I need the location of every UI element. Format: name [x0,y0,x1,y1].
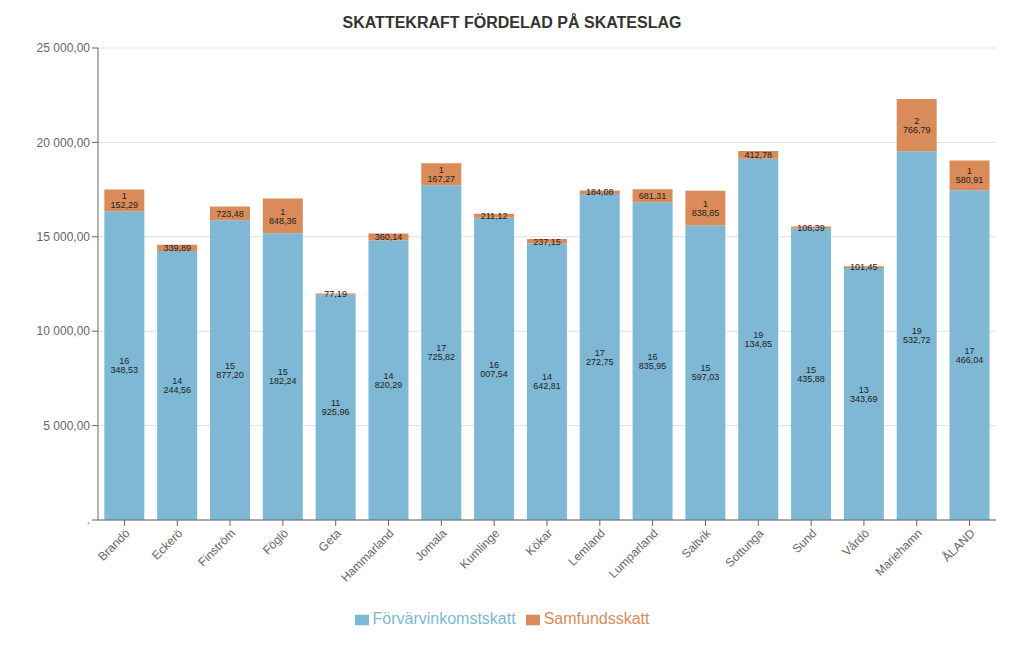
svg-text:15 000,00: 15 000,00 [37,230,91,244]
svg-text:Finström: Finström [195,526,238,569]
svg-text:16835,95: 16835,95 [639,352,667,371]
svg-text:Lemland: Lemland [566,526,608,568]
svg-text:19134,85: 19134,85 [744,330,772,349]
svg-text:20 000,00: 20 000,00 [37,136,91,150]
svg-text:Brandö: Brandö [95,526,132,563]
svg-text:14244,56: 14244,56 [163,376,191,395]
svg-text:723,48: 723,48 [216,209,244,219]
svg-text:77,19: 77,19 [324,289,347,299]
html-text:Samfundsskatt: Samfundsskatt [543,610,650,627]
svg-text:1152,29: 1152,29 [111,191,139,210]
svg-text:17725,82: 17725,82 [428,343,456,362]
svg-text:2766,79: 2766,79 [903,116,931,135]
svg-text:14820,29: 14820,29 [375,371,403,390]
svg-text:14642,81: 14642,81 [533,372,561,391]
svg-text:17466,04: 17466,04 [956,346,984,365]
svg-text:Kumlinge: Kumlinge [457,526,503,572]
svg-text:15435,88: 15435,88 [797,365,825,384]
svg-text:Sottunga: Sottunga [723,526,767,570]
svg-text:16348,53: 16348,53 [111,356,139,375]
svg-text:ÅLAND: ÅLAND [939,525,978,564]
svg-text:106,39: 106,39 [797,223,825,233]
svg-text:360,14: 360,14 [375,232,403,242]
svg-text:15597,03: 15597,03 [692,363,720,382]
svg-text:15877,20: 15877,20 [216,361,244,380]
svg-text:1838,85: 1838,85 [692,199,720,218]
svg-text:16007,54: 16007,54 [480,360,508,379]
svg-text:Jomala: Jomala [412,526,449,563]
svg-text:17272,75: 17272,75 [586,348,614,367]
svg-text:339,89: 339,89 [163,243,191,253]
html-text:SKATTEKRAFT FÖRDELAD PÅ SKATES: SKATTEKRAFT FÖRDELAD PÅ SKATESLAG [342,14,682,31]
svg-text:Lumparland: Lumparland [606,526,661,581]
svg-text:Eckerö: Eckerö [149,526,186,563]
svg-text:1167,27: 1167,27 [428,165,456,184]
svg-text:237,15: 237,15 [533,237,561,247]
svg-text:101,45: 101,45 [850,262,878,272]
svg-text:Saltvik: Saltvik [679,526,715,562]
svg-text:Mariehamn: Mariehamn [873,526,925,578]
svg-text:13343,69: 13343,69 [850,385,878,404]
svg-text:1580,91: 1580,91 [956,166,984,185]
svg-text:681,31: 681,31 [639,191,667,201]
svg-text:211,12: 211,12 [481,211,508,221]
svg-text:Sund: Sund [790,526,820,556]
svg-text:19532,72: 19532,72 [903,326,931,345]
svg-text:Hammarland: Hammarland [338,526,396,584]
html-text:Förvärvinkomstskatt: Förvärvinkomstskatt [372,610,516,627]
svg-text:15182,24: 15182,24 [269,367,297,386]
svg-text:.: . [87,513,90,527]
svg-text:5 000,00: 5 000,00 [43,419,90,433]
svg-text:10 000,00: 10 000,00 [37,324,91,338]
svg-text:184,08: 184,08 [586,187,614,197]
svg-text:Vårdö: Vårdö [840,526,873,559]
svg-text:Geta: Geta [316,526,345,555]
svg-text:25 000,00: 25 000,00 [37,41,91,55]
svg-text:412,78: 412,78 [744,150,772,160]
svg-text:Föglö: Föglö [260,526,291,557]
svg-text:Kökar: Kökar [523,526,555,558]
svg-text:11925,96: 11925,96 [322,398,350,417]
svg-text:1848,36: 1848,36 [269,207,297,226]
